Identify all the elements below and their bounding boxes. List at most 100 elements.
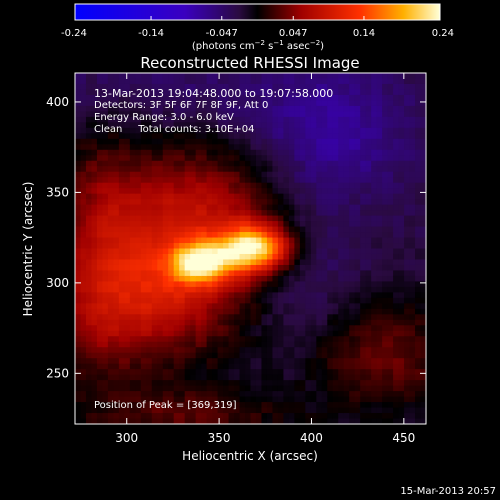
heatmap-cell — [316, 94, 323, 102]
heatmap-cell — [343, 325, 350, 332]
heatmap-cell — [96, 253, 104, 261]
heatmap-cell — [288, 286, 295, 293]
heatmap-cell — [245, 105, 252, 112]
heatmap-cell — [206, 325, 213, 332]
heatmap-cell — [201, 270, 208, 277]
heatmap-cell — [299, 286, 306, 293]
heatmap-cell — [239, 171, 246, 178]
heatmap-cell — [239, 221, 246, 228]
heatmap-cell — [299, 166, 306, 173]
heatmap-cell — [162, 314, 169, 321]
heatmap-cell — [245, 319, 252, 326]
heatmap-cell — [316, 226, 323, 233]
heatmap-cell — [288, 314, 295, 321]
heatmap-cell — [398, 352, 405, 359]
heatmap-cell — [107, 193, 114, 200]
heatmap-cell — [305, 122, 312, 129]
heatmap-cell — [288, 215, 295, 222]
heatmap-cell — [393, 232, 400, 239]
heatmap-cell — [299, 418, 306, 424]
heatmap-cell — [102, 402, 109, 409]
heatmap-cell — [420, 363, 426, 370]
heatmap-cell — [195, 166, 202, 173]
heatmap-cell — [420, 358, 426, 365]
heatmap-cell — [157, 292, 164, 299]
heatmap-cell — [376, 363, 383, 370]
heatmap-cell — [310, 281, 317, 288]
heatmap-cell — [272, 292, 279, 299]
heatmap-cell — [376, 275, 383, 282]
heatmap-cell — [371, 270, 378, 277]
heatmap-cell — [398, 281, 405, 288]
heatmap-cell — [272, 330, 279, 337]
heatmap-cell — [124, 358, 131, 365]
heatmap-cell — [162, 292, 169, 299]
heatmap-cell — [277, 188, 284, 195]
heatmap-cell — [382, 308, 389, 315]
heatmap-cell — [107, 270, 114, 277]
heatmap-cell — [338, 116, 345, 123]
heatmap-cell — [184, 264, 191, 272]
heatmap-cell — [195, 100, 202, 107]
heatmap-cell — [151, 270, 158, 277]
heatmap-cell — [277, 111, 284, 118]
heatmap-cell — [234, 232, 241, 239]
heatmap-cell — [96, 297, 104, 304]
heatmap-cell — [118, 336, 125, 343]
heatmap-cell — [387, 413, 394, 420]
heatmap-cell — [151, 308, 158, 315]
heatmap-cell — [310, 89, 317, 96]
heatmap-cell — [415, 177, 422, 184]
heatmap-cell — [371, 204, 378, 211]
heatmap-cell — [305, 100, 312, 107]
heatmap-cell — [288, 89, 295, 96]
heatmap-cell — [376, 182, 383, 189]
heatmap-cell — [234, 199, 241, 206]
heatmap-cell — [327, 396, 334, 403]
heatmap-cell — [113, 264, 120, 272]
heatmap-cell — [250, 232, 257, 239]
heatmap-cell — [261, 100, 268, 107]
heatmap-cell — [376, 226, 383, 233]
heatmap-cell — [294, 210, 301, 217]
heatmap-cell — [80, 215, 87, 222]
heatmap-cell — [371, 286, 378, 293]
heatmap-cell — [272, 297, 279, 304]
heatmap-cell — [234, 78, 241, 85]
heatmap-cell — [195, 204, 202, 211]
heatmap-cell — [107, 259, 114, 266]
heatmap-cell — [376, 336, 383, 343]
heatmap-cell — [398, 116, 405, 123]
heatmap-cell — [354, 204, 361, 211]
heatmap-cell — [360, 336, 367, 343]
heatmap-cell — [371, 369, 378, 376]
heatmap-cell — [316, 264, 323, 272]
heatmap-cell — [376, 374, 383, 381]
heatmap-cell — [80, 341, 87, 348]
heatmap-cell — [75, 303, 82, 310]
heatmap-cell — [299, 402, 306, 409]
heatmap-cell — [316, 418, 323, 424]
heatmap-cell — [360, 94, 367, 102]
heatmap-cell — [305, 363, 312, 370]
heatmap-cell — [299, 308, 306, 315]
heatmap-cell — [195, 385, 202, 392]
heatmap-cell — [404, 166, 411, 173]
heatmap-cell — [283, 149, 290, 156]
heatmap-cell — [261, 182, 268, 189]
heatmap-cell — [206, 89, 213, 96]
heatmap-cell — [113, 149, 120, 156]
heatmap-cell — [316, 253, 323, 261]
heatmap-cell — [102, 221, 109, 228]
heatmap-cell — [332, 297, 339, 304]
heatmap-cell — [212, 325, 219, 332]
heatmap-cell — [277, 380, 284, 387]
heatmap-cell — [327, 341, 334, 348]
heatmap-cell — [179, 275, 186, 282]
heatmap-cell — [261, 303, 268, 310]
heatmap-cell — [96, 270, 104, 277]
heatmap-cell — [129, 352, 136, 359]
heatmap-cell — [332, 188, 339, 195]
heatmap-cell — [382, 232, 389, 239]
heatmap-cell — [245, 171, 252, 178]
